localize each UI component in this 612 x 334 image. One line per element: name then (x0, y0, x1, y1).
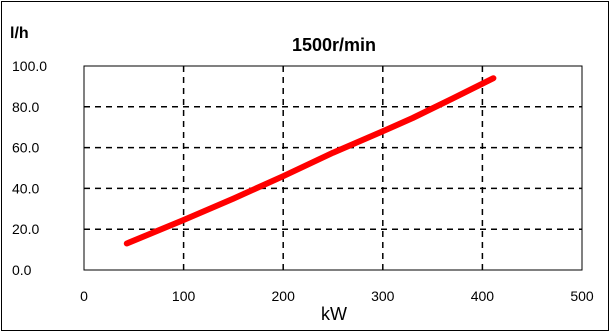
series-line (123, 75, 497, 247)
y-axis-label: l/h (10, 25, 29, 42)
y-tick-label: 60.0 (12, 140, 39, 156)
y-tick-label: 100.0 (12, 58, 47, 74)
x-tick-label: 500 (570, 288, 594, 304)
y-tick-label: 20.0 (12, 221, 39, 237)
x-tick-label: 300 (371, 288, 395, 304)
plot-area: 0.0 20.0 40.0 60.0 80.0 100.0 0 100 200 300 400 500 (12, 58, 594, 304)
x-tick-label: 100 (172, 288, 196, 304)
x-tick-label: 400 (471, 288, 495, 304)
chart-title: 1500r/min (292, 35, 376, 55)
x-tick-label: 200 (272, 288, 296, 304)
x-tick-label: 0 (80, 288, 88, 304)
plot-border (83, 65, 583, 271)
y-tick-label: 40.0 (12, 180, 39, 196)
y-tick-label: 0.0 (12, 262, 32, 278)
x-axis-label: kW (321, 304, 347, 324)
y-tick-label: 80.0 (12, 99, 39, 115)
